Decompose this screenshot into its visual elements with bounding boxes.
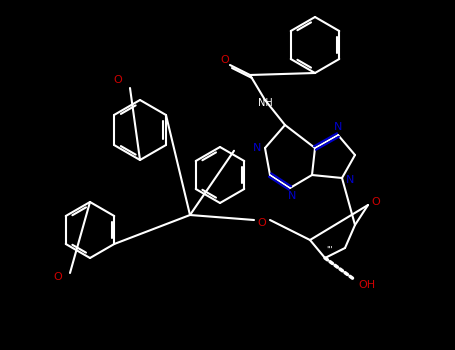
Text: O: O bbox=[114, 75, 122, 85]
Text: N: N bbox=[334, 122, 342, 132]
Text: N: N bbox=[346, 175, 354, 185]
Text: O: O bbox=[54, 272, 62, 282]
Text: OH: OH bbox=[359, 280, 375, 290]
Text: O: O bbox=[258, 218, 266, 228]
Text: NH: NH bbox=[258, 98, 273, 108]
Text: ''': ''' bbox=[327, 245, 334, 254]
Text: O: O bbox=[221, 55, 229, 65]
Text: O: O bbox=[372, 197, 380, 207]
Text: N: N bbox=[288, 191, 296, 201]
Text: N: N bbox=[253, 143, 261, 153]
